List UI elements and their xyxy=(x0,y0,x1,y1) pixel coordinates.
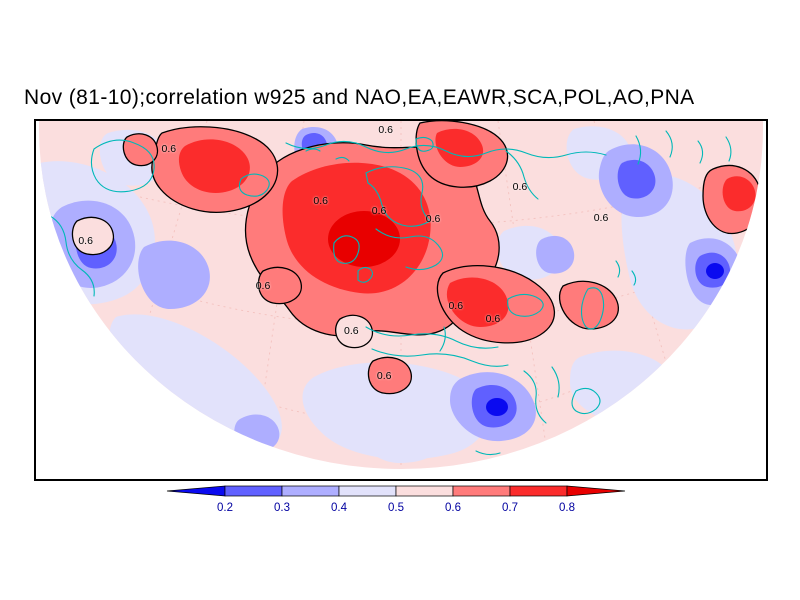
colorbar-tick: 0.3 xyxy=(274,502,290,514)
coastlines xyxy=(49,130,732,456)
shading-dark-blue xyxy=(75,133,731,428)
colorbar-swatches xyxy=(166,485,626,497)
colorbar-right-arrow xyxy=(566,485,626,497)
colorbar-tick: 0.8 xyxy=(559,502,575,514)
correlation-shading xyxy=(39,121,763,469)
colorbar-segment xyxy=(395,485,454,497)
colorbar-tick: 0.5 xyxy=(388,502,404,514)
colorbar-tick-labels: 0.2 0.3 0.4 0.5 0.6 0.7 0.8 xyxy=(217,502,575,514)
colorbar-segment xyxy=(281,485,340,497)
shading-strong-red xyxy=(178,128,756,327)
chart-title: Nov (81-10);correlation w925 and NAO,EA,… xyxy=(24,86,695,109)
colorbar-segment xyxy=(338,485,397,497)
colorbar-tick: 0.6 xyxy=(445,502,461,514)
colorbar-tick: 0.7 xyxy=(502,502,518,514)
map-plot-frame: 0.6 0.6 0.6 0.6 0.6 0.6 0.6 0.6 0.6 0.6 0.6 0.6 0.6 xyxy=(34,119,768,481)
colorbar-tick: 0.4 xyxy=(331,502,348,514)
colorbar-segment xyxy=(224,485,283,497)
colorbar-segment xyxy=(509,485,568,497)
map-layers xyxy=(39,121,763,469)
colorbar: 0.2 0.3 0.4 0.5 0.6 0.7 0.8 xyxy=(166,485,626,514)
colorbar-left-arrow xyxy=(166,485,226,497)
colorbar-tick: 0.2 xyxy=(217,502,233,514)
colorbar-segment xyxy=(452,485,511,497)
correlation-map-svg xyxy=(39,121,763,469)
